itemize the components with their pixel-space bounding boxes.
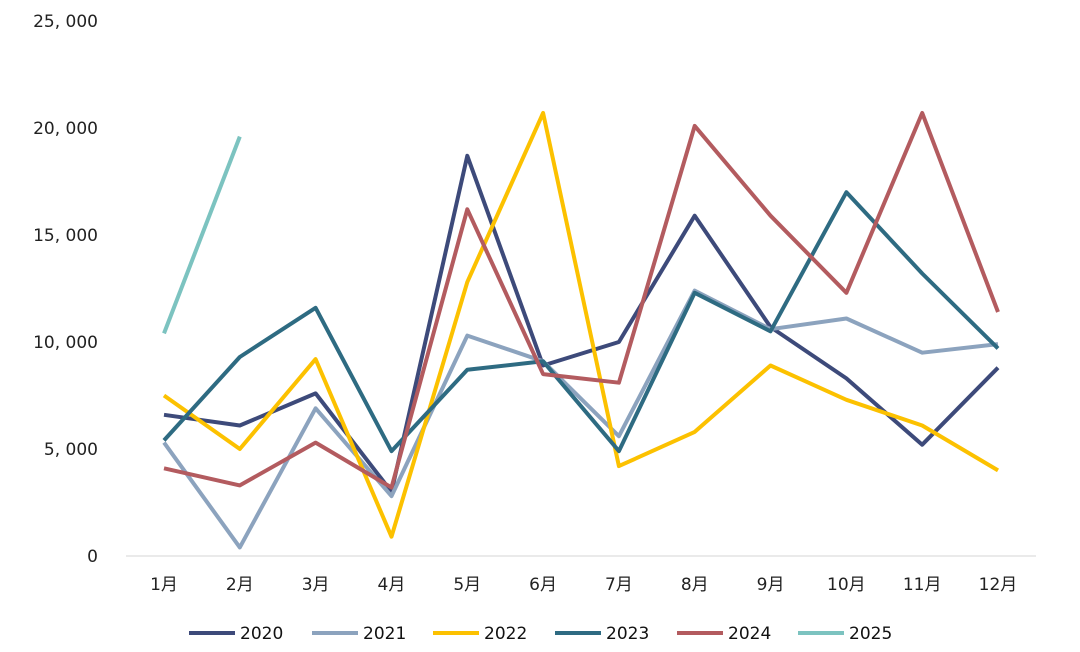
legend-item-2022: 2022	[433, 624, 527, 644]
series-line-2021	[162, 288, 999, 550]
legend-item-2025: 2025	[798, 624, 892, 644]
series-line-2020	[163, 153, 1000, 494]
x-axis: 1月 2月 3月 4月 5月 6月 7月 8月 9月 10月 11月 12月	[150, 575, 1017, 595]
x-tick-label: 3月	[302, 575, 330, 595]
x-tick-label: 1月	[150, 575, 178, 595]
y-tick-label: 15, 000	[33, 226, 98, 246]
legend-label: 2023	[606, 624, 649, 644]
y-tick-label: 5, 000	[44, 440, 98, 460]
y-tick-label: 10, 000	[33, 333, 98, 353]
x-tick-label: 10月	[827, 575, 866, 595]
x-tick-label: 4月	[378, 575, 406, 595]
legend-item-2020: 2020	[189, 624, 283, 644]
series-line-2023	[162, 190, 1000, 454]
legend-label: 2022	[484, 624, 527, 644]
legend-label: 2024	[728, 624, 771, 644]
legend-label: 2020	[240, 624, 283, 644]
legend-label: 2025	[849, 624, 892, 644]
x-tick-label: 5月	[453, 575, 481, 595]
x-tick-label: 12月	[979, 575, 1018, 595]
legend: 2020 2021 2022 2023 2024 2025	[189, 624, 892, 644]
x-tick-label: 2月	[226, 575, 254, 595]
series-line-2025	[162, 135, 242, 335]
legend-item-2023: 2023	[555, 624, 649, 644]
y-axis: 0 5, 000 10, 000 15, 000 20, 000 25, 000	[33, 12, 98, 567]
series-lines	[162, 111, 1000, 550]
legend-label: 2021	[363, 624, 406, 644]
y-tick-label: 25, 000	[33, 12, 98, 32]
x-tick-label: 7月	[605, 575, 633, 595]
y-tick-label: 20, 000	[33, 119, 98, 139]
x-tick-label: 6月	[529, 575, 557, 595]
legend-item-2021: 2021	[312, 624, 406, 644]
x-tick-label: 8月	[681, 575, 709, 595]
x-tick-label: 9月	[757, 575, 785, 595]
y-tick-label: 0	[87, 547, 98, 567]
series-line-2024	[163, 111, 1000, 490]
x-tick-label: 11月	[903, 575, 942, 595]
series-line-2022	[162, 111, 1000, 539]
legend-item-2024: 2024	[677, 624, 771, 644]
